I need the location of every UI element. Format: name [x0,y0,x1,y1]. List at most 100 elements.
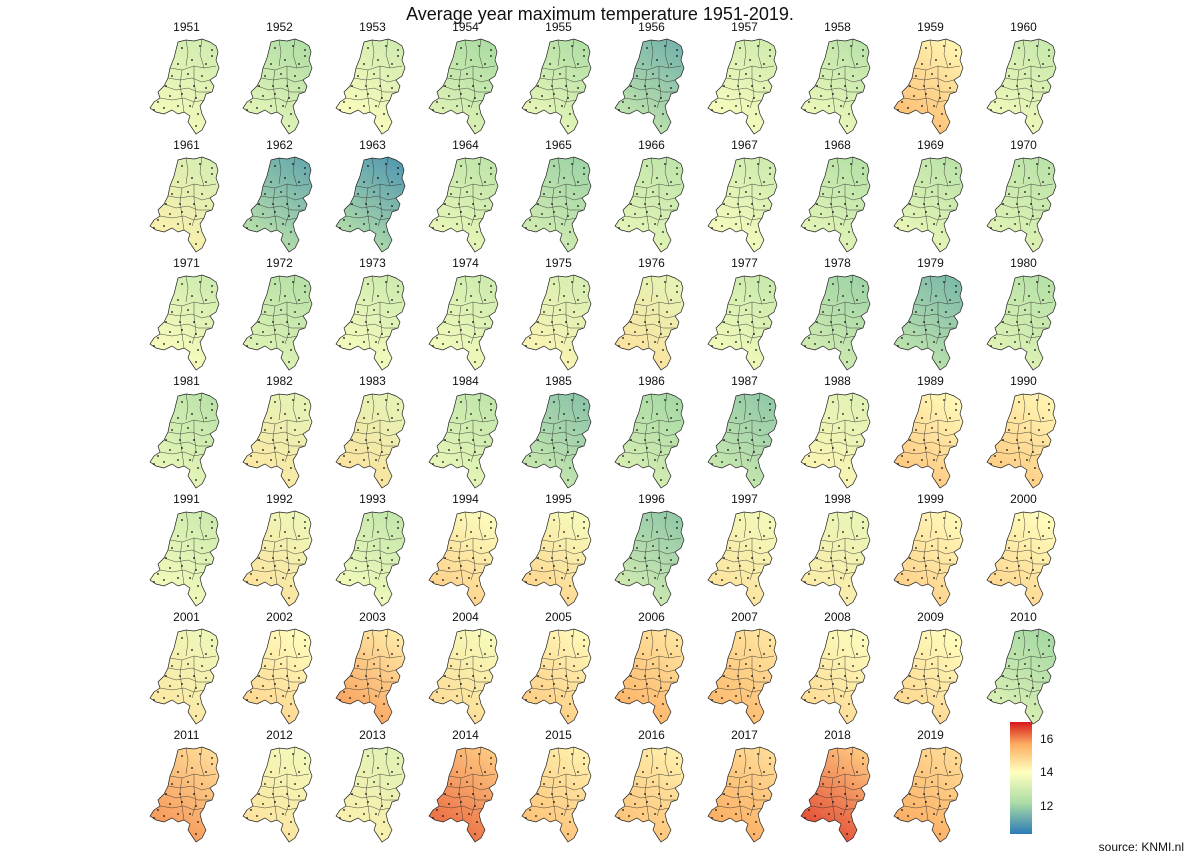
netherlands-map [428,510,499,607]
station-point [856,559,858,561]
province-border [1000,675,1049,683]
map-panel-1982: 1982 [233,374,326,492]
station-point [804,463,806,465]
province-border [377,184,383,227]
station-point [660,215,662,217]
station-point [1036,635,1038,637]
station-point [549,577,551,579]
station-point [994,691,996,693]
station-point [670,677,672,679]
station-point [153,109,155,111]
station-point [304,403,306,405]
station-point [658,439,660,441]
station-point [1008,665,1010,667]
station-point [448,331,450,333]
station-point [165,675,167,677]
map-panel-1986: 1986 [605,374,698,492]
panel-year-label: 1955 [545,20,572,34]
station-point [634,803,636,805]
station-point [769,645,771,647]
station-point [646,401,648,403]
station-point [466,73,468,75]
province-border [1000,439,1049,447]
station-point [286,203,288,205]
station-point [456,535,458,537]
station-point [169,213,171,215]
station-point [541,803,543,805]
station-point [460,329,462,331]
station-point [850,163,852,165]
station-point [561,695,563,697]
station-point [456,417,458,419]
station-point [565,675,567,677]
station-point [529,455,531,457]
station-point [949,299,951,301]
province-border [377,538,383,581]
station-point [664,517,666,519]
province-border [1000,85,1049,93]
station-point [484,677,486,679]
station-point [723,439,725,441]
station-point [897,109,899,111]
province-border [725,785,769,791]
province-border [292,628,298,659]
station-point [1048,55,1050,57]
province-border [1022,629,1026,657]
station-point [1034,585,1036,587]
station-point [642,695,644,697]
station-point [937,85,939,87]
station-point [715,691,717,693]
station-point [723,793,725,795]
station-point [941,585,943,587]
station-point [666,75,668,77]
station-point [838,663,840,665]
station-point [379,85,381,87]
station-point [1042,87,1044,89]
station-point [169,685,171,687]
station-point [373,73,375,75]
panel-year-label: 2010 [1010,610,1037,624]
netherlands-map [986,274,1057,371]
station-point [925,755,927,757]
station-point [529,101,531,103]
station-point [769,639,771,641]
province-border [256,321,305,329]
station-point [339,463,341,465]
station-point [304,49,306,51]
province-border [907,439,956,447]
station-point [571,281,573,283]
station-point [1018,165,1020,167]
province-border [1004,313,1048,319]
station-point [1002,439,1004,441]
station-point [634,449,636,451]
station-point [201,75,203,77]
station-point [304,645,306,647]
station-point [909,675,911,677]
station-point [474,687,476,689]
station-point [1016,321,1018,323]
panel-year-label: 1954 [452,20,479,34]
station-point [460,755,462,757]
province-border [278,275,282,303]
station-point [814,107,816,109]
map-panel-1999: 1999 [884,492,977,610]
station-point [343,337,345,339]
station-point [288,715,290,717]
station-point [375,341,377,343]
station-point [769,167,771,169]
station-point [365,85,367,87]
station-point [931,545,933,547]
province-border [345,569,391,575]
station-point [262,567,264,569]
station-point [551,793,553,795]
station-point [270,223,272,225]
station-point [163,461,165,463]
station-point [195,687,197,689]
station-point [763,771,765,773]
station-point [1008,429,1010,431]
station-point [832,93,834,95]
station-point [1038,75,1040,77]
province-border [737,305,743,349]
station-point [909,85,911,87]
station-point [1000,461,1002,463]
